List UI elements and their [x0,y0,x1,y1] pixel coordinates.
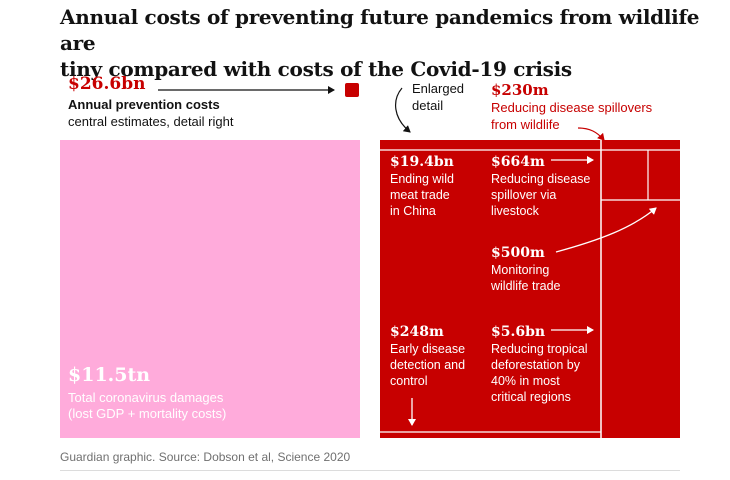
detail-wild-meat-line-2: meat trade [390,188,450,202]
enlarged-label-1: Enlarged [412,81,465,96]
prevention-sublabel: central estimates, detail right [68,114,234,129]
detail-monitoring-line-2: wildlife trade [491,279,561,293]
damages-block [60,140,360,438]
arrow-enlarged [395,87,411,133]
detail-deforestation-line-4: critical regions [491,390,571,404]
detail-deforestation-line-2: deforestation by [491,358,580,372]
detail-deforestation-line-3: 40% in most [491,374,560,388]
spillover-value: $230m [491,81,549,99]
detail-monitoring-value: $500m [491,245,545,261]
detail-livestock-line-1: Reducing disease [491,172,591,186]
arrow-spillover [577,127,605,141]
chart-title: Annual costs of preventing future pandem… [60,4,700,82]
detail-deforestation-value: $5.6bn [491,324,546,340]
title-line-1: Annual costs of preventing future pandem… [60,5,700,55]
spillover-label-1: Reducing disease spillovers [491,100,653,115]
detail-livestock-value: $664m [491,154,545,170]
detail-early-detection-line-1: Early disease [390,342,466,356]
damages-label-2: (lost GDP + mortality costs) [68,406,227,421]
detail-wild-meat: $19.4bn Ending wild meat trade in China [390,153,454,219]
arrow-500m [555,207,657,253]
detail-deforestation-line-1: Reducing tropical [491,342,588,356]
spillover-label-2: from wildlife [491,117,560,132]
detail-early-detection-line-3: control [390,374,428,388]
title-line-2: tiny compared with costs of the Covid-19… [60,57,572,81]
detail-wild-meat-line-1: Ending wild [390,172,454,186]
detail-deforestation: $5.6bn Reducing tropical deforestation b… [491,323,588,405]
prevention-label: Annual prevention costs [68,97,220,112]
detail-livestock-line-3: livestock [491,204,539,218]
enlarged-block [380,140,680,438]
detail-early-detection-line-2: detection and [390,358,466,372]
detail-livestock: $664m Reducing disease spillover via liv… [491,153,590,219]
source-footer: Guardian graphic. Source: Dobson et al, … [60,450,351,464]
detail-livestock-line-2: spillover via [491,188,557,202]
prevention-value: $26.6bn [68,74,146,94]
detail-early-detection: $248m Early disease detection and contro… [390,323,465,389]
enlarged-label-2: detail [412,98,444,113]
damages-label-1: Total coronavirus damages [68,390,224,405]
detail-early-detection-value: $248m [390,324,444,340]
detail-wild-meat-value: $19.4bn [390,154,454,170]
footer-divider [60,470,680,471]
detail-wild-meat-line-3: in China [390,204,436,218]
prevention-square [345,83,359,97]
damages-value: $11.5tn [68,364,151,386]
detail-monitoring: $500m Monitoring wildlife trade [491,244,560,294]
detail-monitoring-line-1: Monitoring [491,263,550,277]
